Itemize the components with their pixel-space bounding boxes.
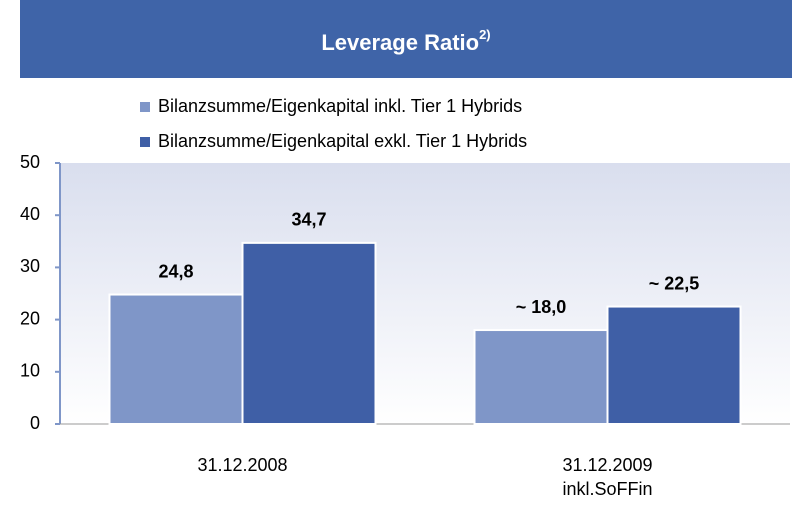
legend-label: Bilanzsumme/Eigenkapital exkl. Tier 1 Hy… bbox=[158, 131, 527, 151]
y-tick-label: 0 bbox=[30, 413, 40, 433]
bar bbox=[606, 305, 742, 425]
legend-swatch bbox=[140, 137, 150, 147]
x-tick-label: 31.12.2009 bbox=[562, 455, 652, 475]
x-tick-label: inkl.SoFFin bbox=[562, 479, 652, 499]
x-tick-label: 31.12.2008 bbox=[197, 455, 287, 475]
bar bbox=[108, 293, 244, 425]
legend-label: Bilanzsumme/Eigenkapital inkl. Tier 1 Hy… bbox=[158, 96, 522, 116]
legend-swatch bbox=[140, 102, 150, 112]
data-label: 24,8 bbox=[158, 261, 193, 281]
y-tick-label: 10 bbox=[20, 361, 40, 381]
y-tick-label: 20 bbox=[20, 308, 40, 328]
bar bbox=[473, 329, 609, 426]
data-label: ~ 22,5 bbox=[649, 273, 700, 293]
bar bbox=[241, 241, 377, 425]
chart-title: Leverage Ratio2) bbox=[321, 27, 490, 54]
data-label: 34,7 bbox=[291, 210, 326, 230]
data-label: ~ 18,0 bbox=[516, 297, 567, 317]
title-bar bbox=[20, 0, 792, 78]
y-tick-label: 50 bbox=[20, 152, 40, 172]
y-tick-label: 30 bbox=[20, 256, 40, 276]
y-tick-label: 40 bbox=[20, 204, 40, 224]
